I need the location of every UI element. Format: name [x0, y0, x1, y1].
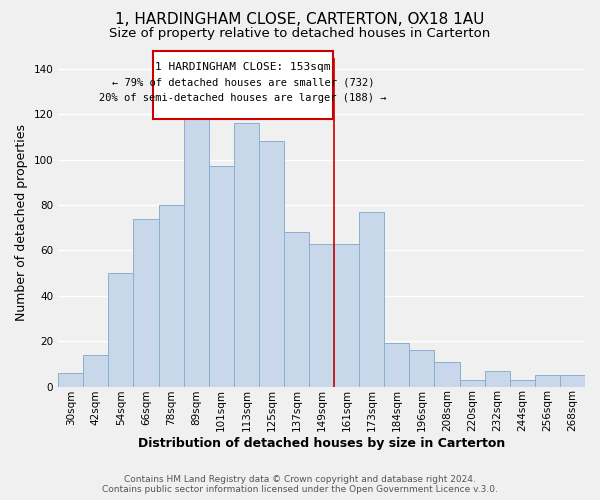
Bar — [58, 373, 83, 386]
Bar — [560, 375, 585, 386]
Text: ← 79% of detached houses are smaller (732): ← 79% of detached houses are smaller (73… — [112, 78, 374, 88]
Bar — [83, 355, 109, 386]
Bar — [535, 375, 560, 386]
Text: 1 HARDINGHAM CLOSE: 153sqm: 1 HARDINGHAM CLOSE: 153sqm — [155, 62, 331, 72]
Bar — [158, 205, 184, 386]
Text: Contains public sector information licensed under the Open Government Licence v.: Contains public sector information licen… — [102, 485, 498, 494]
Y-axis label: Number of detached properties: Number of detached properties — [15, 124, 28, 320]
Bar — [184, 114, 209, 386]
Bar — [334, 244, 359, 386]
Bar — [385, 344, 409, 386]
Bar — [109, 273, 133, 386]
Bar — [209, 166, 234, 386]
Bar — [234, 124, 259, 386]
Text: 1, HARDINGHAM CLOSE, CARTERTON, OX18 1AU: 1, HARDINGHAM CLOSE, CARTERTON, OX18 1AU — [115, 12, 485, 28]
Bar — [284, 232, 309, 386]
Bar — [133, 218, 158, 386]
X-axis label: Distribution of detached houses by size in Carterton: Distribution of detached houses by size … — [138, 437, 505, 450]
Bar — [485, 370, 510, 386]
Bar — [359, 212, 385, 386]
Text: 20% of semi-detached houses are larger (188) →: 20% of semi-detached houses are larger (… — [100, 94, 387, 104]
Text: Size of property relative to detached houses in Carterton: Size of property relative to detached ho… — [109, 28, 491, 40]
FancyBboxPatch shape — [154, 50, 333, 119]
Bar — [309, 244, 334, 386]
Bar — [259, 142, 284, 386]
Bar — [409, 350, 434, 387]
Bar — [460, 380, 485, 386]
Bar — [434, 362, 460, 386]
Bar — [510, 380, 535, 386]
Text: Contains HM Land Registry data © Crown copyright and database right 2024.: Contains HM Land Registry data © Crown c… — [124, 475, 476, 484]
